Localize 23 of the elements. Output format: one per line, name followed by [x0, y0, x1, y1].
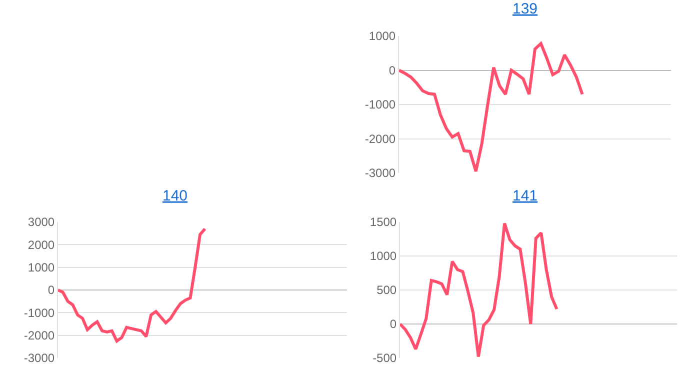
y-tick-label: 1000 — [28, 260, 55, 275]
line-series — [58, 227, 206, 342]
y-tick-label: 3000 — [28, 215, 55, 230]
chart-title: 139 — [512, 0, 538, 18]
line-series — [400, 222, 558, 358]
y-tick-label: 500 — [376, 283, 397, 298]
y-tick-label: 0 — [390, 317, 397, 332]
chart-title: 141 — [512, 187, 538, 204]
y-tick-label: -3000 — [364, 166, 396, 180]
y-tick-label: -3000 — [24, 351, 55, 366]
y-tick-label: -1000 — [24, 306, 55, 320]
line-series — [399, 42, 584, 173]
y-tick-label: -2000 — [24, 328, 55, 343]
y-tick-label: 0 — [388, 63, 396, 78]
y-tick-label: 1000 — [370, 249, 397, 264]
y-tick-label: 0 — [48, 283, 55, 298]
chart-title: 140 — [162, 187, 188, 204]
y-tick-label: 1500 — [370, 215, 397, 230]
y-tick-label: 1000 — [368, 29, 396, 44]
y-tick-label: -1000 — [364, 98, 396, 112]
y-tick-label: -500 — [372, 351, 397, 366]
y-tick-label: 2000 — [28, 238, 55, 252]
y-tick-label: -2000 — [364, 132, 396, 146]
